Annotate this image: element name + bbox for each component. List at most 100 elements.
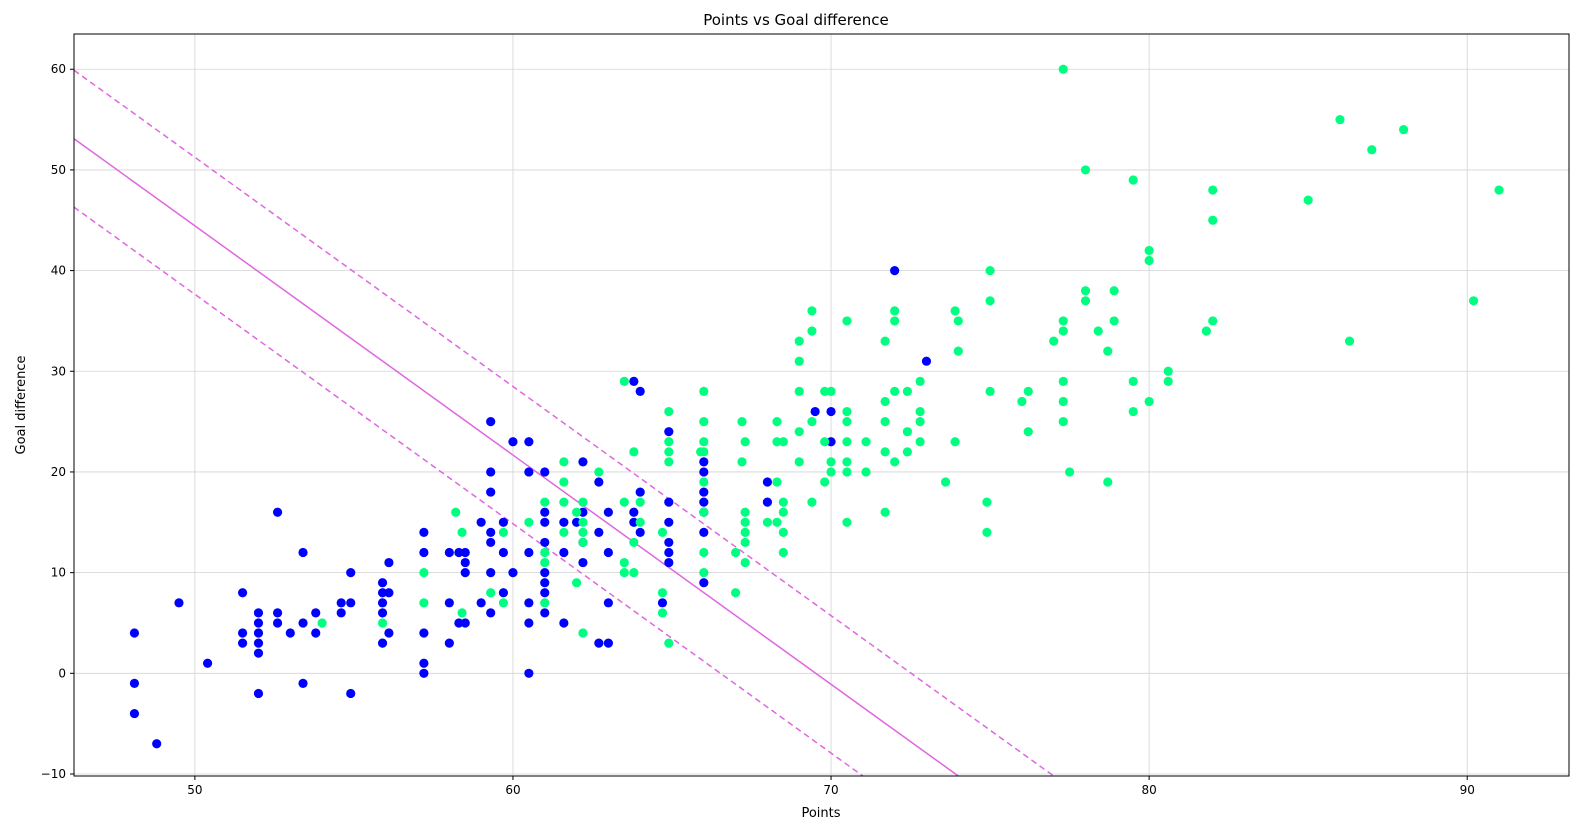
data-point-class-1 (524, 517, 534, 527)
data-point-class-0 (444, 638, 454, 648)
data-point-class-0 (311, 628, 321, 638)
data-point-class-1 (1201, 326, 1211, 336)
y-tick-label: −10 (41, 767, 66, 781)
data-point-class-0 (657, 598, 668, 608)
data-point-class-0 (699, 467, 709, 477)
data-point-class-1 (880, 447, 890, 457)
data-point-class-1 (902, 427, 912, 437)
x-tick-label: 60 (505, 783, 520, 797)
data-point-class-0 (237, 638, 248, 648)
data-point-class-1 (842, 457, 852, 467)
x-axis-ticks: 50 60 70 80 90 (187, 776, 1475, 797)
data-point-class-1 (1303, 195, 1313, 205)
data-point-class-1 (657, 527, 668, 537)
data-point-class-0 (540, 507, 550, 517)
data-point-class-0 (826, 437, 836, 447)
data-point-class-1 (1208, 316, 1218, 326)
data-point-class-0 (486, 527, 496, 537)
data-point-class-0 (486, 608, 496, 618)
data-point-class-0 (540, 537, 550, 548)
chart-title: Points vs Goal difference (703, 11, 889, 29)
x-axis-label: Points (801, 806, 840, 821)
data-point-class-0 (486, 568, 496, 578)
data-point-class-1 (498, 598, 509, 608)
data-point-class-0 (460, 618, 470, 628)
data-point-class-1 (772, 417, 782, 427)
data-point-class-0 (129, 708, 140, 719)
data-point-class-1 (842, 437, 852, 447)
data-point-class-0 (272, 618, 283, 628)
data-point-class-1 (794, 457, 804, 467)
data-point-class-0 (578, 557, 588, 568)
data-point-class-1 (1344, 336, 1355, 346)
data-point-class-1 (1163, 376, 1173, 386)
data-point-class-1 (982, 527, 992, 537)
data-point-class-0 (664, 517, 674, 527)
data-point-class-0 (377, 608, 388, 618)
data-point-class-1 (1093, 326, 1103, 336)
data-point-class-0 (699, 457, 709, 467)
data-point-class-0 (629, 517, 639, 527)
data-point-class-0 (152, 739, 162, 749)
data-point-class-0 (419, 527, 429, 537)
data-point-class-1 (578, 527, 588, 537)
data-point-class-1 (457, 527, 467, 537)
data-point-class-0 (460, 557, 470, 568)
data-point-class-1 (880, 396, 890, 407)
data-point-class-1 (664, 447, 674, 457)
data-point-class-0 (540, 568, 550, 578)
data-point-class-1 (953, 316, 963, 326)
data-point-class-0 (285, 628, 295, 638)
data-point-class-0 (524, 668, 534, 678)
data-point-class-0 (578, 457, 588, 467)
x-tick-label: 50 (187, 783, 202, 797)
data-point-class-0 (594, 638, 604, 648)
data-point-class-1 (1109, 316, 1119, 326)
data-point-class-0 (476, 517, 486, 527)
data-point-class-0 (498, 547, 509, 558)
data-point-class-1 (740, 537, 750, 548)
data-point-class-1 (794, 386, 804, 397)
data-point-class-1 (807, 306, 817, 316)
data-point-class-1 (699, 568, 709, 578)
data-point-class-0 (524, 467, 534, 477)
decision-boundary-line (73, 138, 959, 777)
data-point-class-0 (664, 557, 674, 568)
y-tick-label: 20 (51, 465, 66, 479)
data-point-class-1 (1023, 427, 1033, 437)
data-point-class-1 (559, 477, 569, 487)
data-point-class-1 (629, 568, 639, 578)
data-point-class-0 (664, 497, 674, 507)
data-point-class-1 (794, 336, 804, 346)
data-points (129, 64, 1504, 749)
data-point-class-0 (540, 517, 550, 527)
data-point-class-0 (377, 578, 388, 588)
data-point-class-0 (419, 547, 429, 558)
data-point-class-0 (826, 406, 836, 417)
data-point-class-1 (1144, 396, 1154, 407)
data-point-class-1 (1058, 417, 1068, 427)
data-point-class-1 (578, 537, 588, 548)
data-point-class-1 (861, 437, 871, 447)
data-point-class-1 (842, 406, 852, 417)
x-tick-label: 70 (823, 783, 838, 797)
data-point-class-0 (454, 547, 464, 558)
data-point-class-1 (1103, 346, 1113, 356)
data-point-class-0 (272, 608, 283, 618)
data-point-class-1 (880, 507, 890, 517)
data-point-class-1 (1128, 376, 1138, 386)
data-point-class-1 (890, 306, 900, 316)
data-point-class-1 (594, 467, 604, 477)
data-point-class-0 (486, 537, 496, 548)
data-point-class-1 (1208, 215, 1218, 225)
data-point-class-1 (772, 477, 782, 487)
data-point-class-1 (1494, 185, 1504, 195)
data-point-class-1 (629, 447, 639, 457)
data-point-class-1 (740, 557, 750, 568)
data-point-class-1 (890, 457, 900, 467)
data-point-class-1 (699, 547, 709, 558)
data-point-class-1 (699, 417, 709, 427)
data-point-class-1 (1023, 386, 1033, 397)
data-point-class-1 (1080, 296, 1091, 306)
